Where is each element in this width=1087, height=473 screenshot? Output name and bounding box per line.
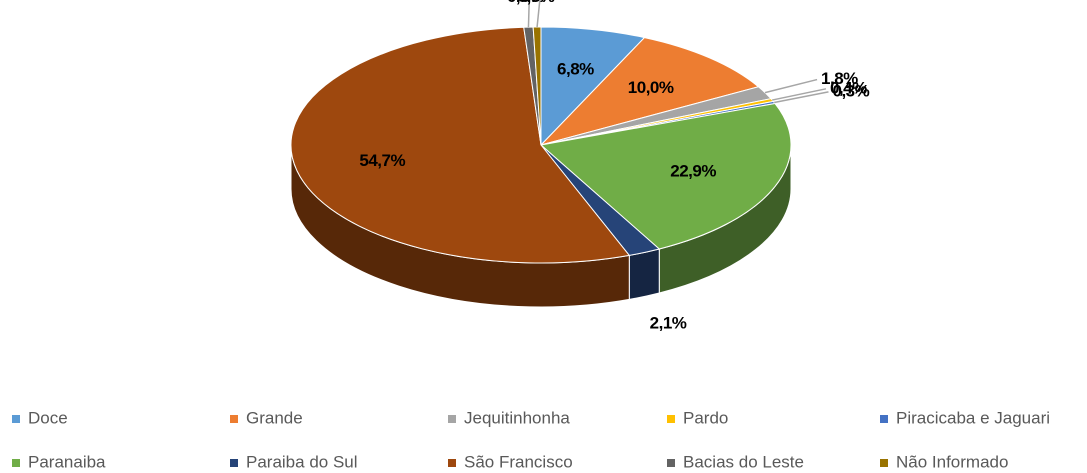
data-label: 0,6% <box>507 0 544 6</box>
legend-label: Não Informado <box>896 452 1008 471</box>
legend-swatch <box>448 459 456 467</box>
legend-swatch <box>230 415 238 423</box>
legend-label: Doce <box>28 408 68 427</box>
data-label: 22,9% <box>670 161 716 180</box>
data-label: 0,4% <box>830 78 867 97</box>
pie-slice <box>532 26 542 146</box>
leader-line <box>764 78 818 94</box>
pie-sides <box>290 144 792 308</box>
data-label: 2,1% <box>650 313 687 332</box>
legend-swatch <box>880 459 888 467</box>
leader-line <box>536 0 541 28</box>
pie-slice <box>539 37 760 146</box>
data-label: 1,8% <box>821 69 858 88</box>
data-label: 10,0% <box>628 78 674 97</box>
legend-swatch <box>448 415 456 423</box>
leader-line <box>527 0 530 28</box>
leader-line <box>774 91 829 104</box>
leader-line <box>772 88 827 101</box>
legend-swatch <box>880 415 888 423</box>
pie-slice <box>540 26 646 147</box>
legend-label: São Francisco <box>464 452 573 471</box>
legend-label: Pardo <box>683 408 728 427</box>
labels: 6,8% 10,0% 1,8%0,4%0,3% 22,9% 2,1% 54,7% 0,6%0… <box>359 0 870 332</box>
legend-label: Paraiba do Sul <box>246 452 358 471</box>
legend-label: Grande <box>246 408 303 427</box>
data-label: 54,7% <box>359 151 405 170</box>
pie-side <box>628 248 660 300</box>
legend-label: Bacias do Leste <box>683 452 804 471</box>
legend-label: Piracicaba e Jaguari <box>896 408 1050 427</box>
pie-tops <box>290 26 792 264</box>
legend-label: Jequitinhonha <box>464 408 570 427</box>
legend-swatch <box>667 459 675 467</box>
pie-slice <box>539 102 792 250</box>
legend-swatch <box>230 459 238 467</box>
legend-label: Paranaiba <box>28 452 106 471</box>
pie-slice <box>290 26 631 264</box>
data-label: 0,5% <box>518 0 555 6</box>
legend-swatch <box>12 415 20 423</box>
data-label: 0,3% <box>832 81 869 100</box>
legend-swatch <box>12 459 20 467</box>
legend-swatch <box>667 415 675 423</box>
data-label: 6,8% <box>557 60 594 79</box>
